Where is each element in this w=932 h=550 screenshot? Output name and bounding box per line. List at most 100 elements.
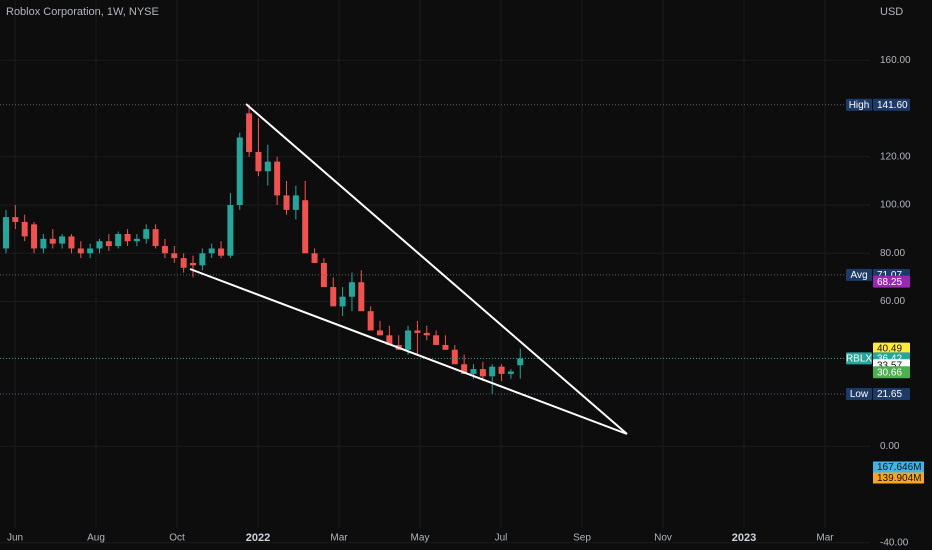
y-tick-label: 80.00 [880, 248, 905, 259]
volume-badge-value: 139.904M [877, 473, 921, 484]
x-tick-label: May [411, 533, 430, 544]
candle-body [489, 366, 496, 377]
candle-body [507, 371, 514, 374]
x-tick-label: Sep [573, 533, 591, 544]
candle-body [31, 224, 38, 249]
candle-body [461, 364, 468, 374]
price-badge-value: 71.07 [877, 270, 902, 281]
price-badge-label: Low [850, 389, 869, 400]
upper-trendline [245, 103, 628, 435]
price-badge-value: 68.25 [877, 277, 902, 288]
candle-body [171, 253, 178, 259]
candle-body [348, 282, 355, 297]
lower-trendline [189, 268, 628, 435]
candle-body [59, 236, 66, 244]
candle-body [236, 137, 243, 206]
x-tick-label: 2022 [246, 532, 270, 544]
volume-badge-value: 167.646M [877, 462, 921, 473]
grid [0, 0, 870, 544]
price-badge [873, 388, 910, 401]
y-tick-label: 100.00 [880, 200, 911, 211]
price-badge-value: 36.42 [877, 354, 902, 365]
price-badge-label: Avg [850, 270, 867, 281]
volume-badge [873, 472, 924, 484]
candle-body [40, 238, 47, 249]
candle-body [264, 161, 271, 172]
candle-body [255, 151, 262, 172]
y-tick-label: 0.00 [880, 441, 900, 452]
candle-body [208, 248, 215, 254]
candle-body [49, 238, 56, 244]
candle-body [190, 262, 196, 266]
candle-body [386, 335, 393, 345]
candle-body [105, 241, 112, 247]
candle-body [320, 262, 327, 288]
candle-body [405, 330, 412, 350]
x-tick-label: Jul [495, 533, 508, 544]
candle-body [517, 358, 524, 366]
candle-body [77, 248, 84, 254]
candle-body [199, 253, 206, 266]
candle-body [283, 195, 290, 210]
candle-body [87, 248, 94, 254]
volume-badge [873, 461, 924, 473]
x-tick-label: Oct [169, 533, 185, 544]
price-badge-value: 21.65 [877, 389, 902, 400]
candle-body [21, 221, 28, 237]
price-badge-label-box [846, 98, 872, 111]
x-tick-label: Mar [816, 533, 834, 544]
price-badge-value: 40.49 [877, 344, 902, 355]
x-tick-label: Aug [87, 533, 105, 544]
candle-body [218, 248, 225, 256]
candle-body [414, 330, 421, 333]
x-tick-label: Mar [330, 533, 348, 544]
candle-body [96, 241, 103, 249]
candle-body [12, 217, 19, 222]
price-badge-label-box [846, 388, 872, 401]
candle-body [180, 258, 187, 268]
candle-body [133, 238, 140, 242]
candle-body [377, 330, 383, 336]
y-tick-label: -40.00 [880, 537, 909, 548]
y-tick-label: 120.00 [880, 151, 911, 162]
y-tick-label: 160.00 [880, 55, 911, 66]
candle-body [143, 229, 150, 239]
candle-body [161, 246, 168, 254]
candle-body [423, 332, 430, 336]
candle-body [442, 344, 449, 350]
y-tick-label: 60.00 [880, 296, 905, 307]
candle-body [115, 233, 122, 247]
chart-title: Roblox Corporation, 1W, NYSE [6, 6, 159, 18]
candle-body [311, 253, 318, 263]
candle-body [367, 311, 374, 331]
candle-body [433, 335, 440, 345]
price-badge [873, 98, 910, 111]
price-badge-label-box [846, 352, 872, 365]
candle-body [124, 233, 131, 242]
candle-body [152, 229, 159, 247]
x-tick-label: Nov [654, 533, 672, 544]
candle-body [292, 195, 299, 210]
candle-body [246, 113, 253, 152]
candle-body [498, 366, 505, 374]
candle-body [274, 161, 281, 196]
candle-body [227, 205, 234, 256]
x-tick-label: Jun [7, 533, 23, 544]
candle-body [358, 282, 365, 312]
candle-body [470, 369, 477, 374]
price-badge-label-box [846, 268, 872, 281]
candle-body [3, 217, 9, 249]
price-badge-label: RBLX [846, 354, 872, 365]
price-badge [873, 342, 910, 355]
price-badge-value: 30.66 [877, 367, 902, 378]
candle-body [330, 287, 337, 307]
x-tick-label: 2023 [732, 532, 756, 544]
axes: 160.00 120.00 100.00 80.00 60.00 0.00 -40.00 Ju… [7, 55, 924, 548]
candle-body [451, 349, 458, 365]
candle-body [479, 369, 486, 377]
candle-body [68, 236, 75, 249]
price-badge [873, 275, 910, 288]
currency: USD [880, 6, 903, 18]
price-badge-value: 141.60 [877, 100, 908, 111]
